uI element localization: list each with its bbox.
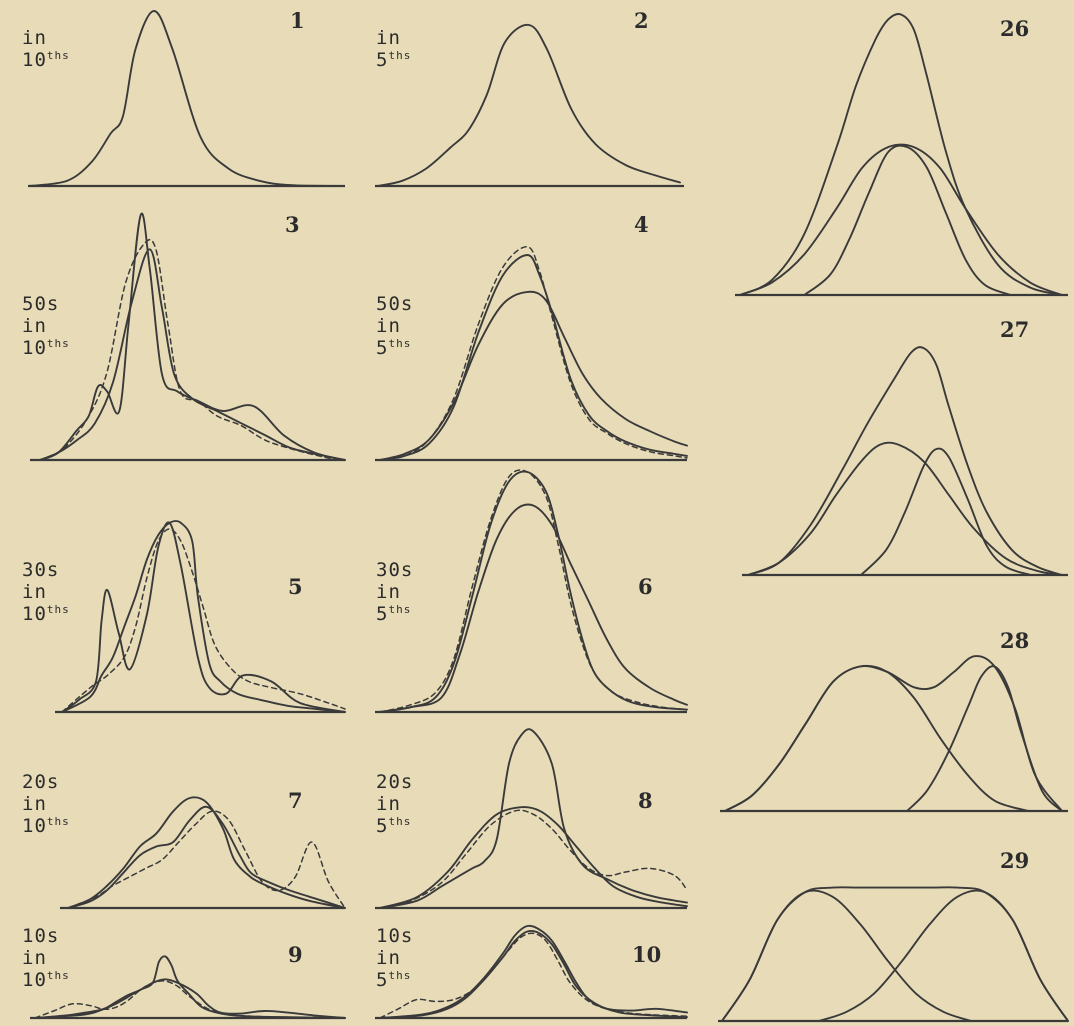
panel-26-series-1-solid: [739, 13, 1063, 296]
panel-3-label: 50s in 10ths: [22, 293, 70, 359]
panel-6-series-2-solid: [379, 503, 688, 713]
panel-10: 10 10s in 5ths: [375, 924, 688, 1020]
panel-8-series-2-solid: [379, 806, 688, 909]
panel-27-series-1-solid: [747, 346, 1063, 576]
panel-10-number: 10: [632, 942, 661, 967]
panel-4-series-3-dashed: [379, 246, 688, 461]
panel-2: 2in 5ths: [375, 8, 684, 188]
panel-9-number: 9: [288, 942, 303, 967]
panel-29: 29: [718, 848, 1069, 1023]
panel-29-series-3-solid: [817, 889, 1069, 1022]
panel-29-series-2-solid: [721, 889, 973, 1022]
panel-26: 26: [735, 13, 1068, 297]
panel-7-series-1-solid: [67, 796, 346, 909]
panel-10-series-3-dashed: [379, 932, 688, 1019]
panel-6-number: 6: [638, 574, 653, 599]
panel-28-series-3-solid: [906, 665, 1063, 812]
panel-1: 1in 10ths: [22, 8, 345, 188]
panel-28-series-2-solid: [724, 664, 1030, 812]
panel-2-number: 2: [634, 8, 649, 33]
panel-28: 28: [720, 628, 1068, 813]
panel-26-series-2-solid: [739, 143, 1063, 296]
panel-7-series-3-dashed: [67, 810, 346, 909]
panel-7-series-2-solid: [67, 805, 346, 909]
panel-28-number: 28: [1000, 628, 1029, 653]
panel-3-series-2-solid: [39, 248, 346, 461]
panel-4-number: 4: [634, 212, 649, 237]
panel-4-label: 50s in 5ths: [376, 293, 413, 359]
panel-3: 3 50s in 10ths: [22, 212, 346, 462]
panel-26-number: 26: [1000, 16, 1029, 41]
panel-1-number: 1: [290, 8, 305, 33]
panel-29-number: 29: [1000, 848, 1029, 873]
panel-1-series-1-solid: [29, 10, 341, 187]
panel-2-series-1-solid: [377, 23, 681, 187]
panel-4: 4 50s in 5ths: [375, 212, 688, 462]
panel-27-series-2-solid: [747, 441, 1063, 576]
panel-10-label: 10s in 5ths: [376, 925, 413, 991]
panel-7-number: 7: [288, 788, 303, 813]
panel-3-series-3-dashed: [39, 238, 346, 461]
panel-27: 27: [742, 317, 1068, 577]
panel-9-series-2-solid: [34, 955, 346, 1019]
panel-26-series-3-solid: [803, 144, 1012, 296]
panel-10-series-2-solid: [379, 930, 688, 1019]
panel-27-series-3-solid: [860, 447, 1032, 576]
panel-9-series-3-dashed: [34, 980, 346, 1019]
panel-27-number: 27: [1000, 317, 1029, 342]
panel-8-number: 8: [638, 788, 653, 813]
panel-5-series-3-dashed: [61, 528, 346, 713]
panel-8-series-3-dashed: [379, 809, 688, 909]
panel-5-series-2-solid: [61, 520, 346, 713]
panel-10-series-1-solid: [379, 924, 688, 1019]
panel-3-number: 3: [285, 212, 300, 237]
panel-5-number: 5: [288, 574, 303, 599]
panel-8-series-1-solid: [379, 728, 688, 909]
panel-6-series-3-dashed: [379, 469, 688, 713]
